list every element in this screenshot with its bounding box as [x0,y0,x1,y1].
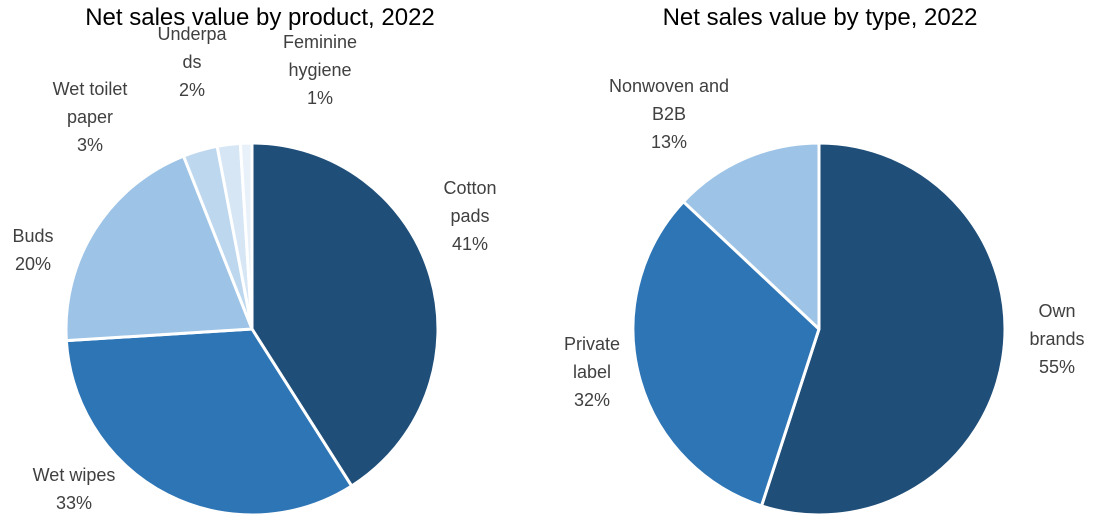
chart-title-product: Net sales value by product, 2022 [85,4,435,31]
pie-slice-nonwoven-and-b2b [681,141,821,331]
pie-slice-own-brands [760,141,1007,517]
pie-slice-feminine-hygiene [238,141,254,331]
chart-title-type: Net sales value by type, 2022 [662,4,978,31]
slice-label-wet-wipes: Wet wipes 33% [33,465,116,513]
slice-label-wet-toilet-paper: Wet toilet paper 3% [53,79,128,155]
slice-label-cotton-pads: Cotton pads 41% [443,178,496,254]
pie-slice-wet-wipes [64,327,354,517]
slice-label-nonwoven-and-b2b: Nonwoven and B2B 13% [609,76,729,152]
slice-label-private-label: Private label 32% [564,334,620,410]
pie-slice-buds [64,154,254,343]
pie-slice-private-label [631,200,821,508]
slice-label-own-brands: Own brands 55% [1029,301,1084,377]
slice-label-buds: Buds 20% [12,226,53,274]
slice-label-feminine-hygiene: Feminine hygiene 1% [283,32,357,108]
slice-label-underpa-ds: Underpa ds 2% [157,24,227,100]
